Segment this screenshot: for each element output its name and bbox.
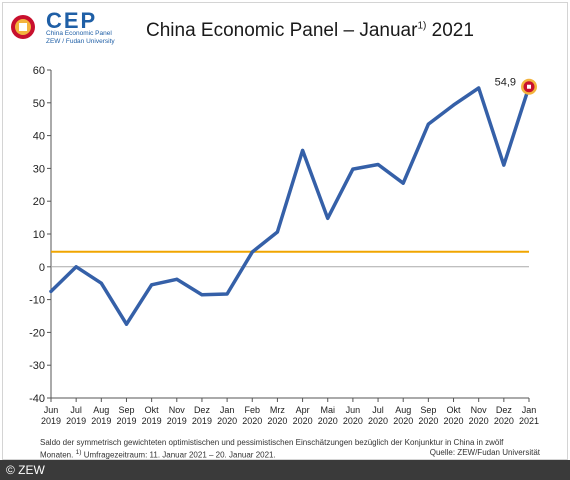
x-tick-year: 2019 (116, 416, 136, 426)
y-tick-label: 0 (39, 262, 45, 274)
x-tick-month: Apr (296, 405, 310, 415)
x-tick-year: 2020 (368, 416, 388, 426)
y-tick-label: 30 (33, 163, 45, 175)
x-tick-year: 2019 (167, 416, 187, 426)
x-tick-month: Jun (346, 405, 361, 415)
x-tick-month: Jan (220, 405, 235, 415)
data-point (150, 283, 154, 287)
data-point (275, 230, 279, 234)
data-point (225, 292, 229, 296)
data-point (49, 289, 53, 293)
y-tick-label: 20 (33, 196, 45, 208)
note-survey-period: Umfragezeitraum: 11. Januar 2021 – 20. J… (81, 450, 276, 460)
cep-logo-icon (11, 15, 35, 39)
data-point (301, 148, 305, 152)
x-tick-year: 2020 (494, 416, 514, 426)
data-point (351, 167, 355, 171)
note-footnote-marker: 1) (75, 449, 82, 456)
y-tick-label: 50 (33, 98, 45, 110)
y-tick-label: -30 (29, 360, 45, 372)
x-tick-month: Okt (145, 405, 160, 415)
x-tick-month: Okt (447, 405, 462, 415)
series-line (49, 84, 531, 326)
x-tick-month: Dez (194, 405, 211, 415)
x-tick-year: 2019 (66, 416, 86, 426)
x-tick-year: 2020 (318, 416, 338, 426)
data-point (74, 265, 78, 269)
x-tick-year: 2019 (192, 416, 212, 426)
x-tick-year: 2021 (519, 416, 539, 426)
data-point (175, 277, 179, 281)
chart-title-main: China Economic Panel – Januar (146, 20, 418, 41)
logo-subtitle-2: ZEW / Fudan University (46, 38, 115, 45)
data-point (426, 122, 430, 126)
cep-logo: CEP China Economic Panel ZEW / Fudan Uni… (8, 8, 128, 50)
x-tick-month: Aug (93, 405, 109, 415)
data-point (376, 162, 380, 166)
x-tick-month: Sep (420, 405, 436, 415)
x-tick-year: 2020 (343, 416, 363, 426)
x-tick-month: Jul (70, 405, 82, 415)
y-tick-label: -20 (29, 327, 45, 339)
logo-name: CEP (46, 8, 98, 33)
x-tick-year: 2020 (418, 416, 438, 426)
y-tick-label: 40 (33, 131, 45, 143)
data-point (99, 281, 103, 285)
note-line-1: Saldo der symmetrisch gewichteten optimi… (40, 438, 504, 447)
chart-title: China Economic Panel – Januar1) 2021 (146, 20, 474, 42)
x-tick-year: 2020 (393, 416, 413, 426)
x-tick-year: 2020 (267, 416, 287, 426)
x-tick-month: Sep (118, 405, 134, 415)
data-point (452, 103, 456, 107)
x-tick-month: Dez (496, 405, 513, 415)
x-tick-month: Feb (245, 405, 261, 415)
x-tick-year: 2020 (469, 416, 489, 426)
data-point (326, 216, 330, 220)
data-point (401, 181, 405, 185)
x-tick-year: 2019 (91, 416, 111, 426)
x-tick-year: 2019 (142, 416, 162, 426)
x-tick-month: Jan (522, 405, 537, 415)
x-tick-month: Jul (372, 405, 384, 415)
chart-title-footnote: 1) (417, 20, 427, 32)
x-tick-year: 2020 (293, 416, 313, 426)
x-tick-month: Mrz (270, 405, 285, 415)
x-tick-month: Aug (395, 405, 411, 415)
chart-note: Saldo der symmetrisch gewichteten optimi… (40, 438, 540, 461)
x-tick-year: 2019 (41, 416, 61, 426)
x-tick-month: Mai (320, 405, 335, 415)
x-tick-month: Nov (169, 405, 186, 415)
last-value-label: 54,9 (495, 77, 516, 89)
copyright-bar: © ZEW (0, 460, 570, 480)
y-tick-label: -40 (29, 393, 45, 405)
chart-frame (2, 2, 568, 460)
chart-title-year: 2021 (426, 20, 474, 41)
data-point (250, 250, 254, 254)
x-tick-month: Nov (471, 405, 488, 415)
logo-subtitle-1: China Economic Panel (46, 30, 112, 37)
x-tick-year: 2020 (217, 416, 237, 426)
last-point-marker-center (527, 84, 531, 89)
note-line-2: Monaten. (40, 450, 74, 460)
data-point (124, 322, 128, 326)
data-point (200, 293, 204, 297)
x-tick-year: 2020 (444, 416, 464, 426)
y-tick-label: 10 (33, 229, 45, 241)
y-tick-label: 60 (33, 65, 45, 77)
line-chart: 6050403020100-10-20-30-40Jun2019Jul2019A… (29, 65, 539, 426)
chart-source: Quelle: ZEW/Fudan Universität (429, 448, 540, 457)
y-tick-label: -10 (29, 295, 45, 307)
data-point (477, 86, 481, 90)
x-tick-year: 2020 (242, 416, 262, 426)
data-point (502, 163, 506, 167)
x-tick-month: Jun (44, 405, 59, 415)
